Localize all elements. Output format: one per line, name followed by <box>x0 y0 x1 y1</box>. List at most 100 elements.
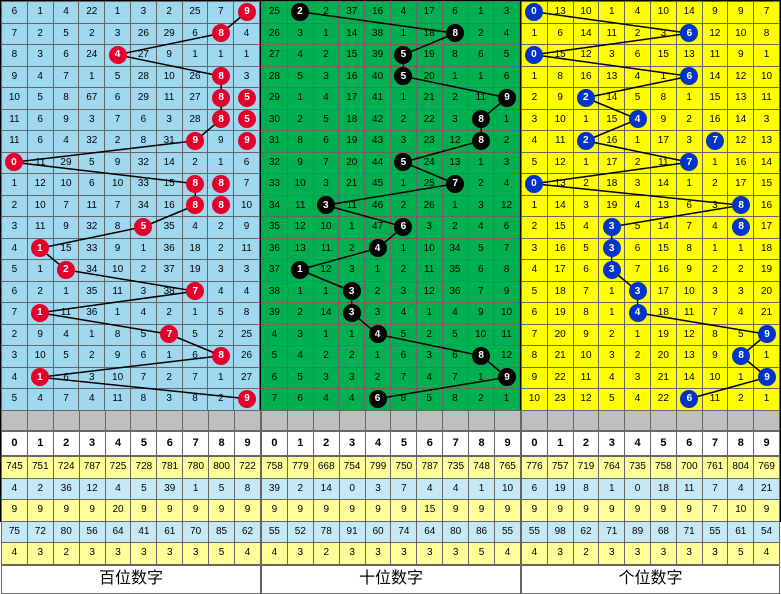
stats-cell: 14 <box>313 478 339 500</box>
stats-cell: 722 <box>235 457 261 479</box>
stats-cell: 3 <box>105 543 131 565</box>
stats-cell: 776 <box>522 457 548 479</box>
header-digit: 4 <box>105 432 131 456</box>
stats-cell: 78 <box>313 521 339 543</box>
marker-circle: 4 <box>109 46 127 64</box>
spacer-cell <box>547 411 573 431</box>
stats-cell: 70 <box>183 521 209 543</box>
header-digit: 7 <box>702 432 728 456</box>
header-digit: 3 <box>599 432 625 456</box>
marker-circle: 8 <box>472 347 490 365</box>
stats-cell: 55 <box>495 521 521 543</box>
marker-circle: 5 <box>238 110 256 128</box>
stats-cell: 3 <box>365 478 391 500</box>
header-digit: 2 <box>53 432 79 456</box>
stats-cell: 758 <box>650 457 676 479</box>
stats-cell: 9 <box>209 500 235 522</box>
marker-circle: 8 <box>186 196 204 214</box>
stats-cell: 3 <box>79 543 105 565</box>
marker-circle: 1 <box>31 239 49 257</box>
stats-cell: 21 <box>754 478 780 500</box>
stats-cell: 3 <box>287 543 313 565</box>
header-digit: 7 <box>183 432 209 456</box>
stats-cell: 668 <box>313 457 339 479</box>
marker-circle: 2 <box>291 3 309 21</box>
stats-cell: 9 <box>599 500 625 522</box>
stats-cell: 36 <box>53 478 79 500</box>
stats-section: 7457517247877257287817808007224236124539… <box>1 456 780 565</box>
stats-cell: 55 <box>262 521 288 543</box>
stats-cell: 72 <box>27 521 53 543</box>
header-digit: 8 <box>469 432 495 456</box>
stats-cell: 54 <box>754 521 780 543</box>
marker-circle: 4 <box>629 304 647 322</box>
marker-circle: 8 <box>732 347 750 365</box>
stats-cell: 3 <box>599 543 625 565</box>
panel-hundreds: 6142213225720725232629684836242791119471… <box>1 1 261 410</box>
stats-cell: 751 <box>27 457 53 479</box>
stats-cell: 3 <box>339 543 365 565</box>
header-digit: 6 <box>417 432 443 456</box>
stats-cell: 9 <box>79 500 105 522</box>
stats-cell: 9 <box>313 500 339 522</box>
stats-cell: 19 <box>547 478 573 500</box>
marker-circle: 3 <box>343 304 361 322</box>
panel-label-units: 个位数字 <box>522 565 780 593</box>
stats-cell: 9 <box>754 500 780 522</box>
stats-cell: 55 <box>522 521 548 543</box>
stats-cell: 748 <box>469 457 495 479</box>
stats-cell: 9 <box>547 500 573 522</box>
marker-circle: 8 <box>186 175 204 193</box>
spacer-cell <box>650 411 676 431</box>
stats-cell: 56 <box>79 521 105 543</box>
marker-circle: 0 <box>525 3 543 21</box>
stats-cell: 71 <box>599 521 625 543</box>
marker-circle: 9 <box>186 132 204 150</box>
marker-circle: 7 <box>446 175 464 193</box>
stats-cell: 787 <box>79 457 105 479</box>
panel-tens: 2523716417613263114381182427421539198652… <box>261 1 521 410</box>
marker-circle: 8 <box>212 175 230 193</box>
marker-circle: 8 <box>212 347 230 365</box>
marker-circle: 5 <box>134 218 152 236</box>
stats-cell: 761 <box>702 457 728 479</box>
header-digit: 5 <box>131 432 157 456</box>
spacer-cell <box>625 411 651 431</box>
stats-cell: 804 <box>728 457 754 479</box>
spacer-row <box>1 410 780 431</box>
header-digit: 2 <box>313 432 339 456</box>
spacer-cell <box>702 411 728 431</box>
marker-circle: 7 <box>706 132 724 150</box>
header-digit: 6 <box>157 432 183 456</box>
header-digit: 1 <box>287 432 313 456</box>
marker-circle: 5 <box>394 67 412 85</box>
spacer-cell <box>522 411 548 431</box>
spacer-cell <box>754 411 780 431</box>
stats-cell: 765 <box>495 457 521 479</box>
marker-circle: 9 <box>758 368 776 386</box>
marker-circle: 7 <box>160 325 178 343</box>
stats-cell: 91 <box>339 521 365 543</box>
stats-cell: 7 <box>702 500 728 522</box>
panel-label-tens: 十位数字 <box>262 565 521 593</box>
stats-cell: 800 <box>209 457 235 479</box>
spacer-cell <box>676 411 702 431</box>
marker-circle: 9 <box>238 132 256 150</box>
stats-cell: 80 <box>53 521 79 543</box>
stats-cell: 41 <box>131 521 157 543</box>
stats-cell: 9 <box>339 500 365 522</box>
stats-cell: 86 <box>469 521 495 543</box>
header-digit: 5 <box>650 432 676 456</box>
spacer-cell <box>728 411 754 431</box>
stats-cell: 8 <box>573 478 599 500</box>
spacer-cell <box>573 411 599 431</box>
stats-cell: 10 <box>495 478 521 500</box>
stats-cell: 39 <box>157 478 183 500</box>
spacer-cell <box>235 411 261 431</box>
marker-circle: 5 <box>238 89 256 107</box>
marker-circle: 3 <box>629 282 647 300</box>
stats-cell: 9 <box>235 500 261 522</box>
stats-cell: 9 <box>391 500 417 522</box>
stats-cell: 9 <box>443 500 469 522</box>
digit-header-row: 012345678901234567890123456789 <box>1 431 780 456</box>
